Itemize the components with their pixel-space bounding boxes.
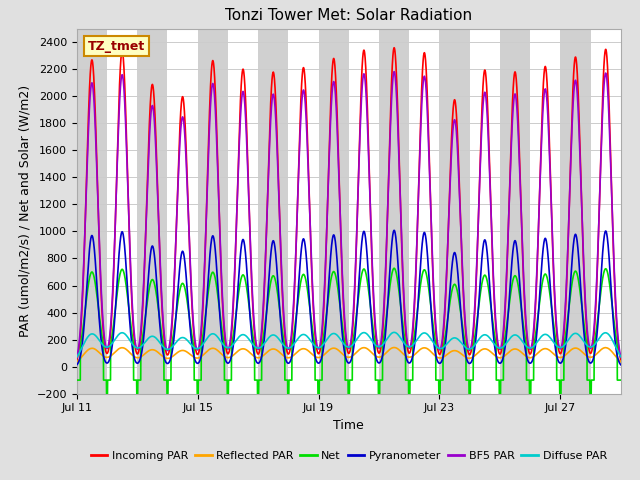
Bar: [319, 29, 349, 394]
Legend: Incoming PAR, Reflected PAR, Net, Pyranometer, BF5 PAR, Diffuse PAR: Incoming PAR, Reflected PAR, Net, Pyrano…: [86, 446, 611, 466]
Bar: [77, 29, 107, 394]
Bar: [379, 29, 409, 394]
Bar: [198, 29, 228, 394]
Text: TZ_tmet: TZ_tmet: [88, 40, 145, 53]
Bar: [440, 29, 470, 394]
Title: Tonzi Tower Met: Solar Radiation: Tonzi Tower Met: Solar Radiation: [225, 9, 472, 24]
Bar: [561, 29, 591, 394]
X-axis label: Time: Time: [333, 419, 364, 432]
Bar: [258, 29, 289, 394]
Y-axis label: PAR (umol/m2/s) / Net and Solar (W/m2): PAR (umol/m2/s) / Net and Solar (W/m2): [18, 85, 31, 337]
Bar: [500, 29, 530, 394]
Bar: [137, 29, 168, 394]
